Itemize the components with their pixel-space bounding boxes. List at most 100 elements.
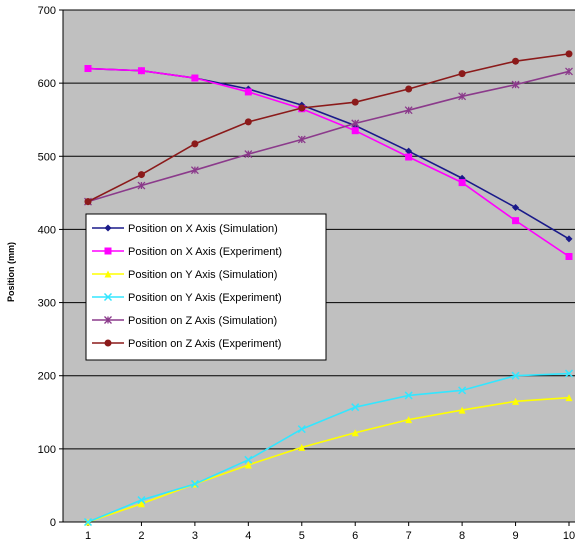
legend-item: Position on Y Axis (Experiment) <box>92 292 282 304</box>
series-group <box>83 50 574 527</box>
data-point <box>405 416 413 424</box>
legend: Position on X Axis (Simulation) Position … <box>85 213 327 361</box>
data-point <box>83 517 93 527</box>
data-point <box>458 179 466 187</box>
data-point <box>191 74 199 82</box>
data-point <box>458 386 467 395</box>
data-point <box>512 217 520 225</box>
legend-marker <box>104 339 112 347</box>
data-point <box>137 181 146 190</box>
data-point <box>190 479 199 488</box>
data-point <box>351 98 359 106</box>
data-point <box>297 425 306 434</box>
data-point <box>351 127 359 135</box>
x-tick-label: 2 <box>138 530 144 542</box>
series-line <box>87 70 570 203</box>
data-point <box>297 135 306 144</box>
series-line <box>87 396 570 523</box>
legend-label: Position on Y Axis (Experiment) <box>128 292 282 304</box>
data-point <box>84 65 92 73</box>
data-point <box>351 403 360 412</box>
data-point <box>512 57 520 65</box>
data-point <box>565 394 573 402</box>
data-point <box>244 455 253 464</box>
x-tick-label: 9 <box>512 530 518 542</box>
y-tick-label: 700 <box>38 5 56 17</box>
series-6 <box>84 50 573 206</box>
data-point <box>190 166 199 175</box>
legend-item: Position on X Axis (Experiment) <box>92 246 282 258</box>
x-tick-label: 10 <box>563 530 575 542</box>
data-point <box>512 203 520 211</box>
legend-marker <box>104 316 112 324</box>
data-point <box>244 150 253 159</box>
y-tick-label: 100 <box>38 444 56 456</box>
data-point <box>137 496 146 505</box>
data-point <box>84 198 92 206</box>
y-tick-label: 300 <box>38 298 56 310</box>
series-line <box>87 53 570 203</box>
axes <box>59 9 575 526</box>
series-line <box>87 67 570 258</box>
data-point <box>405 147 413 155</box>
series-5 <box>84 67 573 206</box>
data-point <box>191 140 199 148</box>
data-point <box>405 153 413 161</box>
data-point <box>404 391 413 400</box>
x-tick-label: 5 <box>299 530 305 542</box>
legend-marker <box>104 224 112 232</box>
x-tick-labels: 1 2 3 4 5 6 7 8 9 10 <box>85 530 575 542</box>
data-point <box>351 119 360 128</box>
x-tick-label: 6 <box>352 530 358 542</box>
x-tick-label: 8 <box>459 530 465 542</box>
data-point <box>298 104 306 112</box>
data-point <box>565 252 573 260</box>
x-tick-label: 3 <box>192 530 198 542</box>
legend-marker <box>104 270 112 278</box>
legend-label: Position on X Axis (Experiment) <box>128 246 282 258</box>
legend-item: Position on X Axis (Simulation) <box>92 223 278 235</box>
data-point <box>564 369 574 378</box>
data-point <box>565 50 573 58</box>
data-point <box>351 429 359 437</box>
y-tick-labels: 0 100 200 300 400 500 600 700 <box>38 5 56 529</box>
legend-item: Position on Y Axis (Simulation) <box>92 269 277 281</box>
legend-label: Position on Y Axis (Simulation) <box>128 269 277 281</box>
data-point <box>137 171 145 179</box>
data-point <box>458 70 466 78</box>
series-line <box>87 372 570 523</box>
data-point <box>565 67 573 76</box>
data-point <box>298 443 306 451</box>
data-point <box>244 88 252 96</box>
y-tick-label: 0 <box>50 517 56 529</box>
data-point <box>404 106 413 115</box>
x-tick-label: 7 <box>406 530 412 542</box>
data-point <box>137 500 145 508</box>
data-point <box>458 406 466 414</box>
series-4 <box>83 369 574 527</box>
y-tick-label: 400 <box>38 224 56 236</box>
y-tick-label: 600 <box>38 78 56 90</box>
x-tick-label: 4 <box>245 530 251 542</box>
data-point <box>458 92 467 101</box>
data-point <box>512 397 520 405</box>
y-tick-label: 200 <box>38 371 56 383</box>
legend-box <box>85 213 327 361</box>
data-point <box>244 118 252 126</box>
series-3 <box>84 394 573 526</box>
data-point <box>244 461 252 469</box>
data-point <box>511 80 520 89</box>
legend-marker <box>104 247 112 255</box>
legend-marker <box>103 292 113 302</box>
data-point <box>511 371 520 380</box>
legend-label: Position on X Axis (Simulation) <box>128 223 278 235</box>
legend-item: Position on Z Axis (Simulation) <box>92 315 277 327</box>
legend-label: Position on Z Axis (Experiment) <box>128 338 281 350</box>
y-axis-label: Position (mm) <box>6 242 16 302</box>
legend-item: Position on Z Axis (Experiment) <box>92 338 281 350</box>
x-tick-label: 1 <box>85 530 91 542</box>
data-point <box>137 67 145 75</box>
data-point <box>565 235 573 243</box>
